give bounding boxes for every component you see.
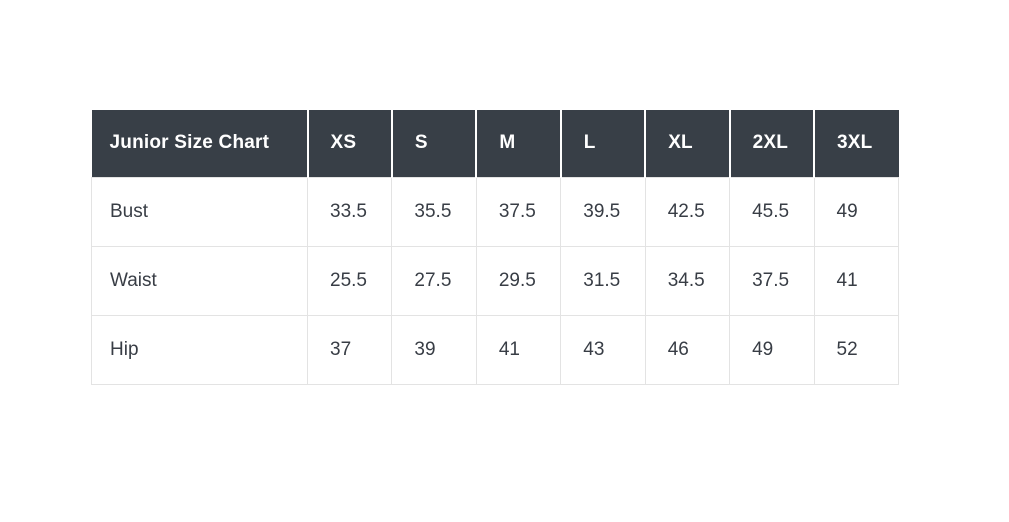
junior-size-chart-table: Junior Size Chart XS S M L XL 2XL 3XL Bu… bbox=[91, 110, 900, 385]
cell-bust-s: 35.5 bbox=[391, 176, 477, 247]
cell-bust-xl: 42.5 bbox=[644, 176, 731, 247]
row-label-waist: Waist bbox=[91, 245, 308, 316]
cell-hip-3xl: 52 bbox=[813, 314, 900, 385]
cell-waist-xs: 25.5 bbox=[306, 245, 393, 316]
header-cell-m: M bbox=[475, 110, 561, 177]
table-title: Junior Size Chart bbox=[91, 110, 308, 177]
header-cell-3xl: 3XL bbox=[813, 110, 899, 177]
cell-waist-3xl: 41 bbox=[813, 245, 900, 316]
header-row: Junior Size Chart XS S M L XL 2XL 3XL bbox=[91, 110, 899, 177]
cell-hip-xl: 46 bbox=[644, 314, 731, 385]
header-cell-xs: XS bbox=[306, 110, 392, 177]
size-chart-container: Junior Size Chart XS S M L XL 2XL 3XL Bu… bbox=[91, 110, 900, 385]
header-cell-s: S bbox=[390, 110, 477, 177]
cell-waist-s: 27.5 bbox=[391, 245, 477, 316]
cell-bust-2xl: 45.5 bbox=[729, 176, 815, 247]
cell-waist-xl: 34.5 bbox=[644, 245, 731, 316]
cell-hip-m: 41 bbox=[475, 314, 562, 385]
cell-waist-l: 31.5 bbox=[560, 245, 646, 316]
cell-hip-s: 39 bbox=[391, 314, 477, 385]
row-label-bust: Bust bbox=[91, 176, 308, 247]
cell-bust-xs: 33.5 bbox=[306, 176, 393, 247]
header-cell-l: L bbox=[559, 110, 646, 177]
cell-hip-xs: 37 bbox=[306, 314, 393, 385]
cell-waist-m: 29.5 bbox=[475, 245, 562, 316]
cell-waist-2xl: 37.5 bbox=[729, 245, 815, 316]
table-row-hip: Hip 37 39 41 43 46 49 52 bbox=[91, 314, 900, 385]
cell-bust-l: 39.5 bbox=[560, 176, 646, 247]
cell-bust-m: 37.5 bbox=[475, 176, 562, 247]
header-cell-2xl: 2XL bbox=[728, 110, 815, 177]
table-row-waist: Waist 25.5 27.5 29.5 31.5 34.5 37.5 41 bbox=[91, 245, 900, 316]
cell-bust-3xl: 49 bbox=[813, 176, 900, 247]
row-label-hip: Hip bbox=[91, 314, 308, 385]
table-row-bust: Bust 33.5 35.5 37.5 39.5 42.5 45.5 49 bbox=[91, 176, 900, 247]
header-cell-xl: XL bbox=[644, 110, 730, 177]
cell-hip-2xl: 49 bbox=[729, 314, 815, 385]
cell-hip-l: 43 bbox=[560, 314, 646, 385]
